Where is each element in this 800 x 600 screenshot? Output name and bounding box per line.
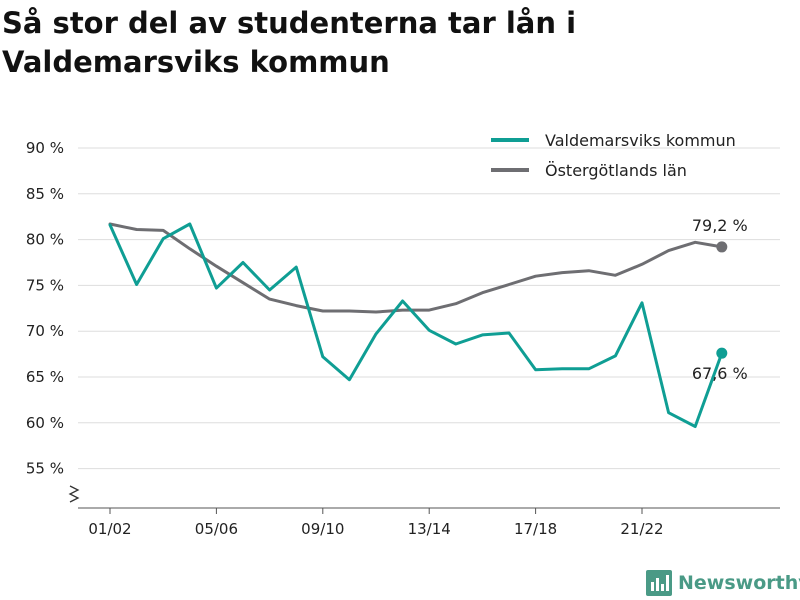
series-end-label-1: 79,2 % xyxy=(692,216,748,235)
series-lines: 79,2 % 67,6 % xyxy=(108,216,748,428)
y-tick-label: 85 % xyxy=(26,185,64,203)
series-line-1 xyxy=(108,222,724,314)
y-tick-label: 60 % xyxy=(26,414,64,432)
chart-title: Så stor del av studenterna tar lån i Val… xyxy=(2,6,577,79)
x-tick-label: 13/14 xyxy=(408,520,451,538)
brand-name: Newsworthy xyxy=(678,572,800,594)
x-axis xyxy=(68,485,780,509)
bar-chart-logo-icon xyxy=(646,570,672,596)
series-end-point-1 xyxy=(716,241,728,253)
x-tick-label: 21/22 xyxy=(620,520,663,538)
legend-label-0: Valdemarsviks kommun xyxy=(545,131,736,150)
brand-logo: Newsworthy xyxy=(646,568,800,598)
y-tick-label: 75 % xyxy=(26,276,64,294)
series-end-label-0: 67,6 % xyxy=(692,364,748,383)
grid-lines xyxy=(78,147,780,470)
y-tick-label: 80 % xyxy=(26,231,64,249)
legend-label-1: Östergötlands län xyxy=(545,161,687,180)
axis-break-icon xyxy=(68,485,80,503)
y-tick-label: 55 % xyxy=(26,460,64,478)
x-tick-label: 09/10 xyxy=(301,520,344,538)
y-tick-label: 90 % xyxy=(26,139,64,157)
y-tick-label: 65 % xyxy=(26,368,64,386)
series-end-point-0 xyxy=(716,347,728,359)
x-tick-label: 01/02 xyxy=(88,520,131,538)
x-tick-label: 17/18 xyxy=(514,520,557,538)
series-line-0 xyxy=(108,222,724,428)
x-axis-labels: 01/02 05/06 09/10 13/14 17/18 21/22 xyxy=(88,508,664,538)
y-axis-labels: 90 % 85 % 80 % 75 % 70 % 65 % 60 % 55 % xyxy=(26,139,64,478)
legend: Valdemarsviks kommun Östergötlands län xyxy=(491,131,736,180)
x-tick-label: 05/06 xyxy=(195,520,238,538)
y-tick-label: 70 % xyxy=(26,322,64,340)
